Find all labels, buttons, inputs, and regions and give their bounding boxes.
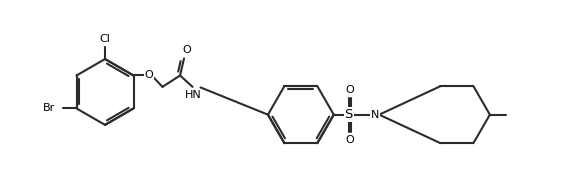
- Text: N: N: [371, 110, 379, 120]
- Text: O: O: [182, 45, 190, 55]
- Text: Br: Br: [43, 103, 55, 113]
- Text: Cl: Cl: [100, 34, 111, 44]
- Text: HN: HN: [185, 90, 201, 100]
- Text: O: O: [144, 70, 153, 80]
- Text: O: O: [346, 135, 354, 145]
- Text: O: O: [346, 85, 354, 95]
- Text: S: S: [345, 108, 353, 121]
